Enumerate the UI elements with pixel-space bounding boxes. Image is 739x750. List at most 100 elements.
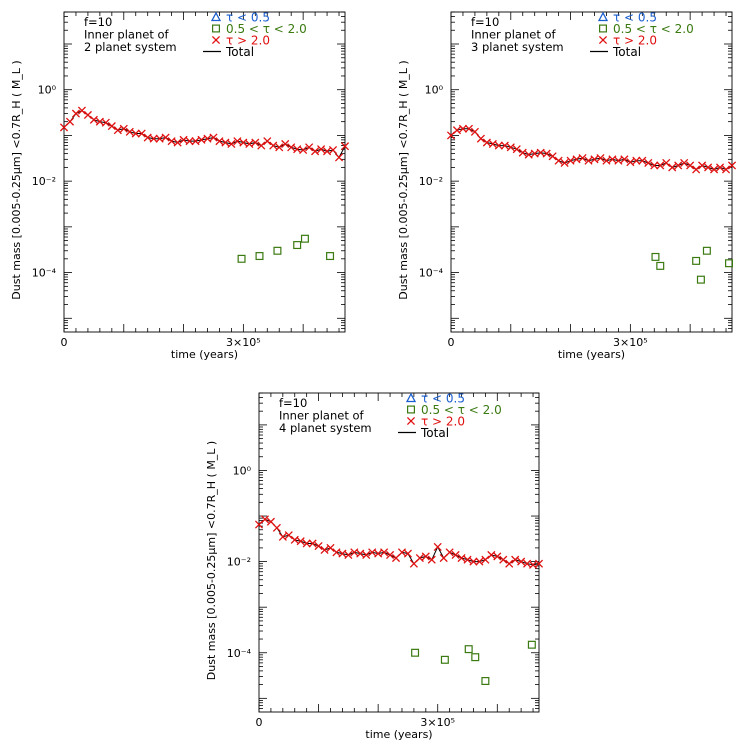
marker-cross-stroke — [476, 134, 485, 143]
data-point-tau-mid — [481, 677, 490, 686]
data-point-tau-gt-2 — [433, 542, 442, 551]
data-point-tau-gt-2 — [233, 137, 242, 146]
data-point-tau-gt-2 — [269, 141, 278, 150]
marker-cross-stroke — [415, 553, 424, 563]
legend-marker-square — [212, 24, 221, 33]
marker-cross-stroke — [530, 149, 539, 158]
data-point-tau-gt-2 — [518, 148, 527, 157]
data-point-tau-gt-2 — [421, 552, 430, 561]
data-point-tau-gt-2 — [608, 155, 617, 164]
marker-cross-stroke — [704, 163, 713, 172]
marker-cross-stroke — [698, 161, 707, 170]
data-point-tau-gt-2 — [415, 553, 424, 563]
data-point-tau-gt-2 — [71, 109, 81, 118]
marker-cross-stroke — [512, 145, 521, 154]
legend-label: τ > 2.0 — [613, 34, 657, 48]
data-point-tau-gt-2 — [578, 153, 587, 163]
data-point-tau-gt-2 — [323, 147, 332, 156]
marker-cross-stroke — [305, 143, 314, 152]
data-point-tau-gt-2 — [107, 122, 116, 131]
data-point-tau-mid — [656, 261, 665, 270]
y-tick-label: 10⁻⁴ — [419, 267, 444, 280]
data-point-tau-mid — [440, 655, 449, 664]
data-point-tau-gt-2 — [302, 539, 311, 548]
data-point-tau-gt-2 — [305, 143, 314, 152]
data-point-tau-gt-2 — [340, 142, 350, 151]
y-tick-label: 10⁻² — [32, 175, 56, 188]
data-point-tau-gt-2 — [332, 548, 341, 557]
data-point-tau-gt-2 — [245, 139, 254, 149]
data-point-tau-gt-2 — [167, 137, 176, 146]
marker-cross-stroke — [71, 109, 81, 118]
marker-cross-stroke — [524, 150, 533, 159]
data-point-tau-gt-2 — [125, 127, 134, 136]
data-point-tau-gt-2 — [534, 559, 544, 568]
marker-cross-stroke — [469, 557, 478, 566]
data-point-tau-gt-2 — [374, 549, 383, 558]
legend-marker-triangle — [405, 392, 417, 403]
marker-cross-stroke — [251, 138, 260, 147]
data-point-tau-gt-2 — [320, 545, 329, 555]
marker-cross-stroke — [317, 145, 326, 154]
data-point-tau-mid — [273, 246, 282, 255]
legend-marker-cross — [406, 416, 416, 426]
marker-cross-stroke — [296, 537, 305, 546]
y-tick-label: 10⁰ — [425, 84, 444, 97]
data-point-tau-gt-2 — [499, 555, 508, 564]
marker-cross-stroke — [83, 110, 92, 120]
panel-annotation: Inner planet of — [471, 28, 557, 42]
marker-cross-stroke — [614, 156, 623, 165]
marker-cross-stroke — [221, 138, 230, 147]
marker-cross-stroke — [493, 552, 502, 561]
marker-cross-stroke — [209, 133, 218, 142]
panel-annotation: Inner planet of — [84, 28, 170, 42]
marker-cross-stroke — [320, 545, 329, 555]
marker-cross-stroke — [680, 158, 689, 168]
marker-cross-stroke — [350, 548, 359, 557]
data-point-tau-gt-2 — [464, 124, 473, 133]
marker-cross-stroke — [179, 135, 188, 144]
marker-cross-stroke — [275, 143, 284, 152]
x-tick-label: 0 — [448, 336, 455, 349]
marker-cross-stroke — [572, 155, 581, 164]
marker-cross-stroke — [644, 158, 653, 168]
data-point-tau-mid — [293, 241, 302, 250]
y-tick-label: 10⁰ — [233, 464, 252, 477]
marker-cross-stroke — [374, 549, 383, 558]
data-point-tau-gt-2 — [65, 117, 75, 126]
data-point-tau-gt-2 — [590, 155, 599, 164]
data-point-tau-gt-2 — [512, 145, 521, 154]
marker-cross-stroke — [542, 149, 551, 158]
panel-annotation: 3 planet system — [471, 40, 564, 54]
data-point-tau-gt-2 — [698, 161, 707, 170]
marker-cross-stroke — [506, 143, 515, 152]
data-point-tau-gt-2 — [173, 138, 182, 147]
marker-cross-stroke — [620, 155, 629, 164]
marker-cross-stroke — [131, 129, 140, 138]
data-point-tau-mid — [237, 254, 246, 263]
marker-cross-stroke — [397, 548, 407, 557]
marker-cross-stroke — [566, 156, 575, 165]
data-point-tau-gt-2 — [179, 135, 188, 144]
marker-cross-stroke — [560, 158, 569, 168]
plot-frame — [258, 392, 540, 713]
y-axis-label: Dust mass [0.005-0.25μm] <0.7R_H ( M_L ) — [397, 60, 410, 299]
marker-cross-stroke — [227, 139, 236, 149]
marker-cross-stroke — [517, 557, 526, 566]
data-point-tau-gt-2 — [548, 152, 557, 161]
legend-marker-cross — [598, 35, 608, 45]
marker-cross-stroke — [626, 158, 635, 167]
data-point-tau-gt-2 — [403, 549, 412, 558]
data-point-tau-gt-2 — [463, 555, 472, 564]
data-point-tau-gt-2 — [488, 139, 497, 149]
marker-cross-stroke — [554, 156, 563, 165]
marker-cross-stroke — [323, 147, 332, 156]
data-point-tau-gt-2 — [680, 158, 689, 168]
y-tick-label: 10⁻⁴ — [32, 267, 57, 280]
data-point-tau-gt-2 — [314, 541, 323, 551]
data-point-tau-mid — [527, 640, 536, 649]
panel-annotation: 4 planet system — [279, 421, 372, 435]
marker-cross-stroke — [638, 156, 647, 165]
data-point-tau-gt-2 — [727, 161, 737, 170]
